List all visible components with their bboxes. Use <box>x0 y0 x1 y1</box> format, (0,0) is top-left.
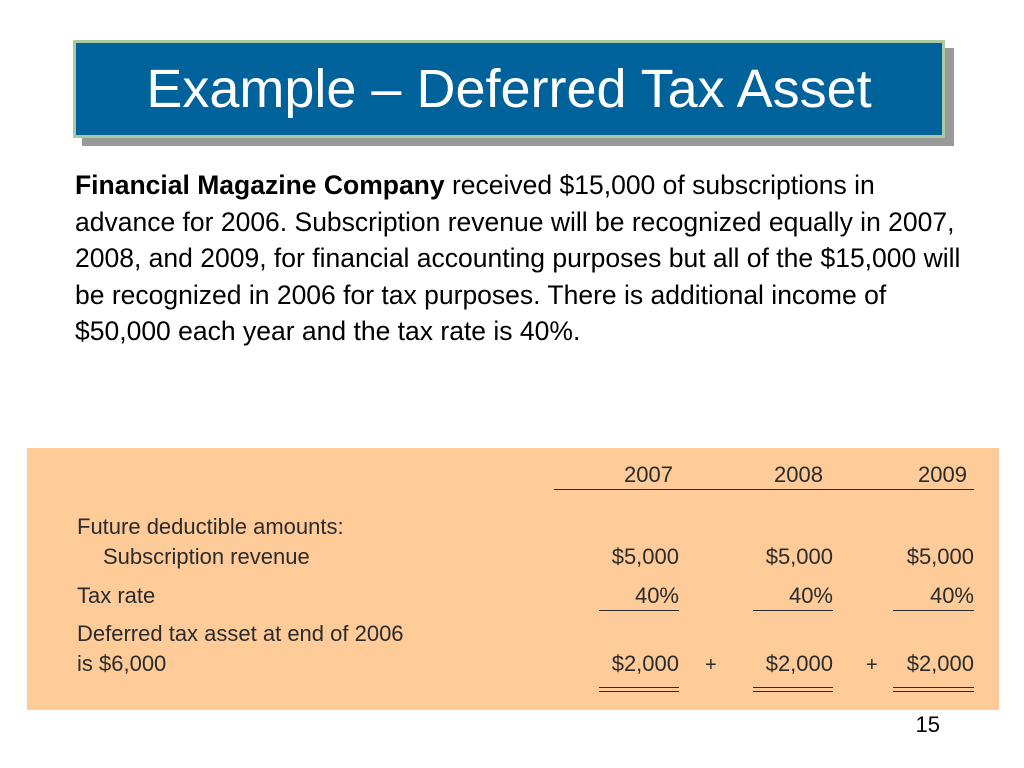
deferred-tax-table: 2007 2008 2009 Future deductible amounts… <box>27 448 999 710</box>
section-label: Future deductible amounts: <box>77 514 344 539</box>
subscription-2007: $5,000 <box>611 544 679 569</box>
total-double-rule-2009 <box>893 687 974 692</box>
body-text: received $15,000 of subscriptions in adv… <box>75 170 961 346</box>
tax-rate-2009: 40% <box>929 583 974 608</box>
deferred-label-line2: is $6,000 <box>77 651 167 676</box>
deferred-2008: $2,000 <box>765 651 833 676</box>
tax-rate-rule-2009 <box>893 610 974 611</box>
tax-rate-label: Tax rate <box>77 583 156 608</box>
title-box: Example – Deferred Tax Asset <box>73 40 945 138</box>
slide-title: Example – Deferred Tax Asset <box>146 59 872 119</box>
subscription-2009: $5,000 <box>906 544 974 569</box>
year-header-2008: 2008 <box>774 462 823 487</box>
subscription-label: Subscription revenue <box>103 544 310 569</box>
total-double-rule-2008 <box>753 687 833 692</box>
tax-rate-rule-2007 <box>599 610 679 611</box>
year-header-2007: 2007 <box>624 462 673 487</box>
plus-sign-1: + <box>705 654 717 676</box>
tax-rate-2007: 40% <box>634 583 679 608</box>
page-number: 15 <box>915 712 940 737</box>
company-name: Financial Magazine Company <box>75 170 445 200</box>
header-rule <box>554 489 974 490</box>
deferred-2007: $2,000 <box>611 651 679 676</box>
total-double-rule-2007 <box>599 687 679 692</box>
plus-sign-2: + <box>866 654 878 676</box>
subscription-2008: $5,000 <box>765 544 833 569</box>
tax-rate-rule-2008 <box>753 610 833 611</box>
deferred-2009: $2,000 <box>906 651 974 676</box>
body-paragraph: Financial Magazine Company received $15,… <box>75 167 975 350</box>
deferred-label-line1: Deferred tax asset at end of 2006 <box>77 621 404 646</box>
year-header-2009: 2009 <box>918 462 967 487</box>
tax-rate-2008: 40% <box>788 583 833 608</box>
